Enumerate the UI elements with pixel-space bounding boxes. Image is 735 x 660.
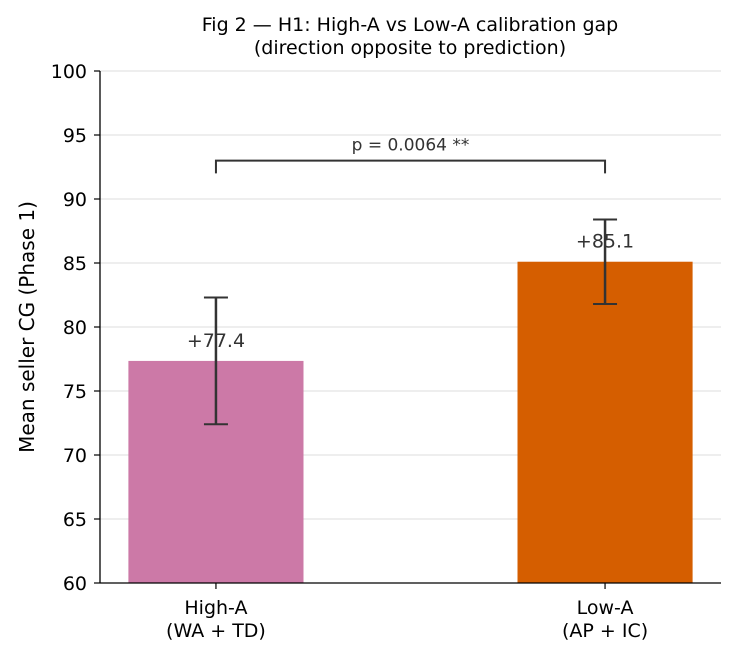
axes: 60 65 70 75 80 85 90 95 100 High-A(WA + TD) Low-A(… [51, 61, 721, 642]
data-label: +85.1 [576, 231, 634, 253]
y-tick-label: 75 [63, 381, 87, 403]
x-tick-label: High-A [184, 597, 247, 619]
y-tick-label: 70 [63, 445, 87, 467]
x-tick-label-sub: (WA + TD) [166, 620, 266, 642]
y-axis-label: Mean seller CG (Phase 1) [15, 201, 39, 453]
chart-subtitle: (direction opposite to prediction) [254, 37, 566, 59]
bars [128, 261, 693, 583]
error-bars [203, 218, 618, 426]
y-tick-label: 85 [63, 253, 87, 275]
significance-annotation: p = 0.0064 ** [214, 136, 607, 174]
x-tick-label-sub: (AP + IC) [562, 620, 648, 642]
y-tick-label: 65 [63, 509, 87, 531]
y-tick-label: 95 [63, 125, 87, 147]
y-tick-label: 80 [63, 317, 87, 339]
bar [517, 261, 693, 583]
y-tick-label: 60 [63, 573, 87, 595]
data-label: +77.4 [187, 330, 245, 352]
data-labels: +77.4 +85.1 [187, 231, 634, 352]
significance-bracket [214, 159, 607, 174]
y-tick-label: 90 [63, 189, 87, 211]
x-tick-label: Low-A [577, 597, 634, 619]
chart-title: Fig 2 — H1: High-A vs Low-A calibration … [202, 14, 619, 36]
y-tick-label: 100 [51, 61, 87, 83]
p-value-label: p = 0.0064 ** [352, 136, 470, 156]
